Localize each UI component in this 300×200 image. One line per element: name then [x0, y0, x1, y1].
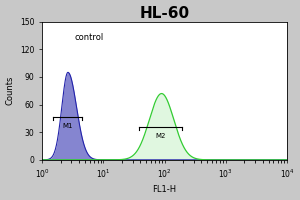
- Text: control: control: [74, 33, 103, 42]
- X-axis label: FL1-H: FL1-H: [153, 185, 177, 194]
- Title: HL-60: HL-60: [140, 6, 190, 21]
- Text: M1: M1: [62, 123, 73, 129]
- Y-axis label: Counts: Counts: [6, 76, 15, 105]
- Text: M2: M2: [155, 133, 166, 139]
